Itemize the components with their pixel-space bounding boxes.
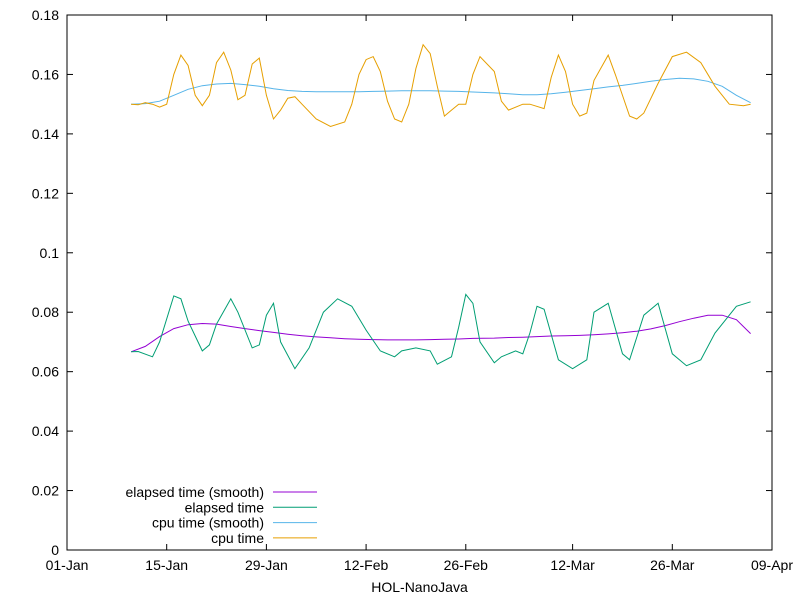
plot-border [66,14,773,551]
legend-label-elapsed-time: elapsed time [185,499,265,515]
x-tick-label: 15-Jan [145,557,188,573]
series-line-elapsed-time-smooth [130,314,751,353]
y-tick-label: 0.1 [40,245,60,261]
legend-label-cpu-time: cpu time [211,530,264,546]
x-tick-label: 26-Feb [444,557,489,573]
y-tick-label: 0.08 [32,304,59,320]
legend-label-elapsed-time-smooth: elapsed time (smooth) [125,484,264,500]
series-lines [130,43,751,370]
y-tick-label: 0.16 [32,66,59,82]
y-axis-ticks: 0 0.02 0.04 0.06 0.08 0.1 0.12 0.14 0.16 0.18 [32,7,772,558]
y-tick-label: 0.12 [32,185,59,201]
series-line-cpu-time-smooth [131,77,751,105]
x-tick-label: 01-Jan [46,557,89,573]
plot-frame [66,14,773,551]
y-tick-label: 0.02 [32,483,59,499]
legend-label-cpu-time-smooth: cpu time (smooth) [152,515,264,531]
y-tick-label: 0.04 [32,423,59,439]
series-line-elapsed-time [131,293,751,370]
series-line-cpu-time [131,43,751,128]
x-tick-label: 12-Mar [550,557,595,573]
x-axis-ticks: 01-Jan 15-Jan 29-Jan 12-Feb 26-Feb 12-Mar 26-M… [46,15,793,573]
y-tick-label: 0.18 [32,7,59,23]
x-tick-label: 09-Apr [751,557,793,573]
x-tick-label: 29-Jan [245,557,288,573]
x-tick-label: 26-Mar [650,557,695,573]
y-tick-label: 0.06 [32,364,59,380]
x-axis-title: HOL-NanoJava [371,579,468,595]
y-tick-label: 0 [51,542,59,558]
x-tick-label: 12-Feb [344,557,389,573]
y-tick-label: 0.14 [32,126,59,142]
